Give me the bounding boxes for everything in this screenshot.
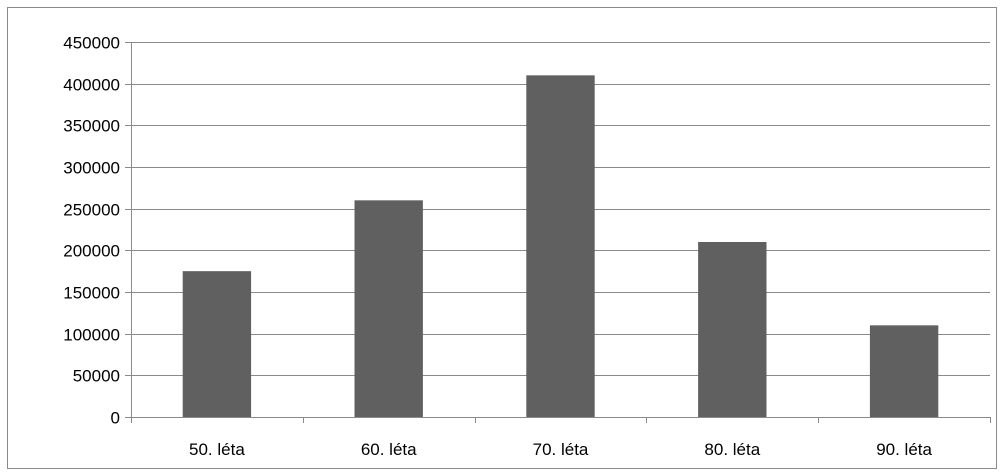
bar: [354, 200, 423, 417]
bar: [182, 271, 252, 417]
x-tick-labels: 50. léta 60. léta 70. léta 80. léta 90. léta: [189, 440, 933, 459]
y-tick-labels: 0 50000 100000 150000 200000 250000 300000 3500…: [63, 34, 120, 428]
y-tick-label: 300000: [63, 159, 120, 178]
bar: [698, 242, 767, 417]
x-tick-label: 50. léta: [189, 440, 245, 459]
bars: [182, 75, 939, 417]
y-tick-label: 200000: [63, 242, 120, 261]
x-tick-label: 90. léta: [876, 440, 932, 459]
bar: [526, 75, 595, 417]
y-tick-label: 350000: [63, 117, 120, 136]
y-tick-label: 150000: [63, 284, 120, 303]
bar: [869, 325, 939, 417]
y-tick-label: 0: [111, 409, 120, 428]
x-tick-label: 80. léta: [704, 440, 760, 459]
x-tick-label: 60. léta: [361, 440, 417, 459]
y-tick-label: 250000: [63, 201, 120, 220]
y-tick-label: 100000: [63, 326, 120, 345]
y-tick-label: 450000: [63, 34, 120, 53]
y-tick-label: 400000: [63, 76, 120, 95]
axes: [125, 42, 991, 423]
y-tick-label: 50000: [73, 367, 120, 386]
x-tick-label: 70. léta: [533, 440, 589, 459]
